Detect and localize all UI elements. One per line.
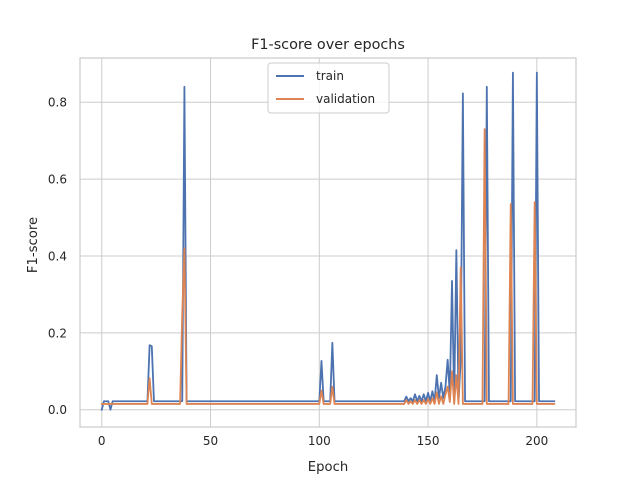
legend-validation-label: validation [316,92,375,106]
y-axis-ticks: 0.0 0.2 0.4 0.6 0.8 [48,96,67,418]
y-tick-label: 0.4 [48,249,67,263]
y-axis-label: F1-score [26,217,41,273]
x-tick-label: 50 [203,434,218,448]
y-tick-label: 0.2 [48,326,67,340]
legend-train-label: train [316,69,344,83]
series-line-validation [100,128,556,405]
series-layer [100,71,556,411]
x-tick-label: 0 [98,434,106,448]
x-tick-label: 100 [308,434,331,448]
grid [80,58,576,427]
plot-frame [79,57,577,428]
y-tick-label: 0.8 [48,96,67,110]
x-tick-label: 200 [525,434,548,448]
y-tick-label: 0.0 [48,403,67,417]
x-tick-label: 150 [417,434,440,448]
x-axis-label: Epoch [308,460,348,475]
chart-title: F1-score over epochs [251,37,405,53]
y-tick-label: 0.6 [48,173,67,187]
x-axis-ticks: 0 50 100 150 200 [98,434,548,448]
legend: train validation [267,62,390,114]
